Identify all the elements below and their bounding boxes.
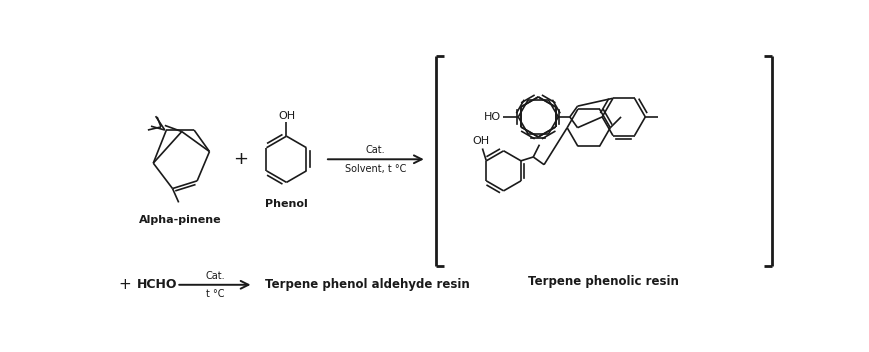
Text: Cat.: Cat. [205,271,224,281]
Text: Terpene phenol aldehyde resin: Terpene phenol aldehyde resin [265,278,469,291]
Text: OH: OH [277,111,295,121]
Text: t °C: t °C [205,289,224,298]
Text: HO: HO [484,112,501,122]
Text: HCHO: HCHO [136,278,177,291]
Text: Cat.: Cat. [366,145,385,155]
Text: OH: OH [472,136,489,146]
Text: Terpene phenolic resin: Terpene phenolic resin [527,275,679,288]
Text: Solvent, t °C: Solvent, t °C [345,164,406,174]
Text: +: + [118,277,131,292]
Text: +: + [233,150,248,168]
Text: Alpha-pinene: Alpha-pinene [139,215,222,225]
Text: Phenol: Phenol [265,199,308,209]
